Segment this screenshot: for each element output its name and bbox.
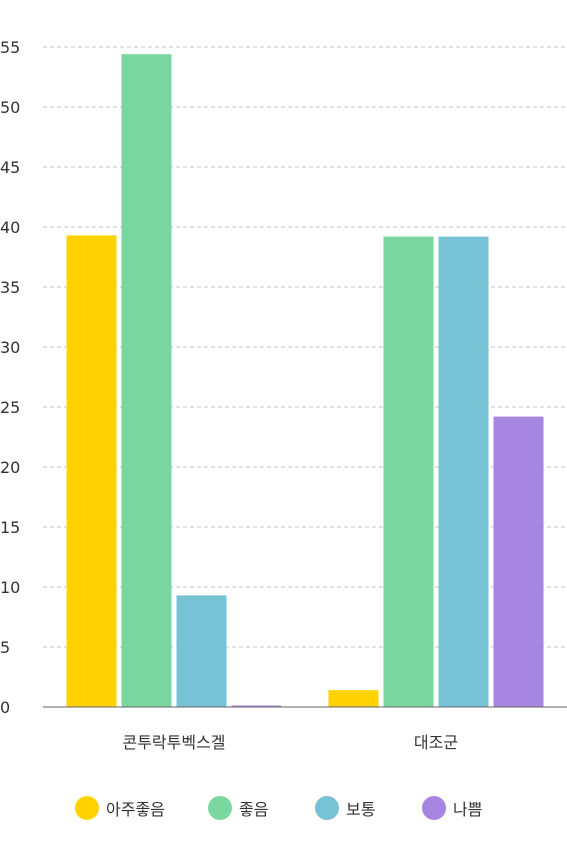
y-tick-label: 45 (0, 158, 20, 177)
bar (493, 416, 544, 707)
legend-swatch-bad (422, 796, 446, 820)
bar-chart: 0 5 10 15 20 25 30 35 40 45 50 55 콘투락투벡스겔 대조군 (0, 38, 567, 752)
bar (121, 54, 172, 707)
legend-label-very-good: 아주좋음 (106, 800, 165, 819)
bar (231, 705, 282, 707)
y-tick-label: 20 (0, 458, 20, 477)
y-tick-label: 35 (0, 278, 20, 297)
y-tick-label: 5 (0, 638, 10, 657)
bar (328, 690, 379, 707)
legend-label-average: 보통 (346, 800, 376, 819)
y-tick-label: 25 (0, 398, 20, 417)
bar (383, 236, 434, 707)
y-tick-label: 0 (0, 698, 10, 717)
legend-swatch-good (208, 796, 232, 820)
y-tick-label: 50 (0, 98, 20, 117)
y-tick-label: 40 (0, 218, 20, 237)
legend-item-good: 좋음 (208, 790, 268, 826)
legend: 아주좋음 좋음 보통 나쁨 (0, 790, 567, 826)
bar (438, 236, 489, 707)
legend-item-bad: 나쁨 (422, 790, 482, 826)
y-tick-label: 10 (0, 578, 20, 597)
x-category-label: 콘투락투벡스겔 (122, 733, 225, 752)
legend-swatch-very-good (75, 796, 99, 820)
legend-item-average: 보통 (315, 790, 375, 826)
y-tick-label: 15 (0, 518, 20, 537)
bar (176, 595, 227, 707)
legend-label-good: 좋음 (239, 800, 269, 819)
x-category-label: 대조군 (414, 733, 458, 752)
legend-label-bad: 나쁨 (453, 800, 483, 819)
legend-swatch-average (315, 796, 339, 820)
y-tick-label: 30 (0, 338, 20, 357)
legend-item-very-good: 아주좋음 (75, 790, 165, 826)
y-tick-label: 55 (0, 38, 20, 57)
bar (66, 235, 117, 707)
